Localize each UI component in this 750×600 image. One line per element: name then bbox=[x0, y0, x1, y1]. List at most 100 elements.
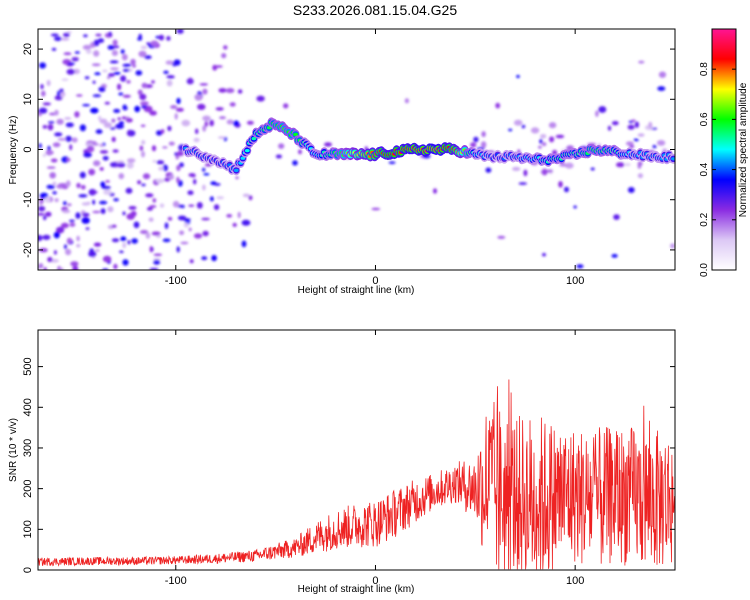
noise-blob bbox=[112, 39, 118, 46]
noise-blob bbox=[226, 119, 234, 125]
noise-blob bbox=[92, 80, 96, 84]
noise-blob bbox=[127, 158, 136, 163]
noise-blob bbox=[113, 45, 120, 49]
y-tick-label: -20 bbox=[22, 242, 34, 258]
x-tick-label: 0 bbox=[372, 575, 378, 587]
noise-blob bbox=[590, 167, 595, 171]
noise-blob bbox=[152, 160, 157, 163]
noise-blob bbox=[71, 57, 79, 62]
noise-blob bbox=[177, 150, 182, 156]
noise-blob bbox=[221, 53, 227, 59]
noise-blob bbox=[223, 45, 228, 50]
noise-blob bbox=[176, 97, 181, 105]
noise-blob bbox=[122, 106, 128, 111]
noise-blob bbox=[657, 86, 666, 91]
noise-blob bbox=[76, 182, 81, 189]
top-y-ticks: -20 -10 0 10 20 bbox=[22, 43, 675, 258]
noise-blob bbox=[126, 80, 131, 84]
noise-blob bbox=[616, 162, 625, 168]
noise-blob bbox=[92, 210, 101, 214]
noise-blob bbox=[52, 191, 57, 195]
x-tick-label: 100 bbox=[566, 275, 584, 287]
noise-blob bbox=[530, 127, 540, 134]
noise-blob bbox=[102, 69, 108, 73]
noise-blob bbox=[39, 62, 46, 69]
noise-blob bbox=[212, 64, 218, 71]
noise-blob bbox=[558, 181, 563, 188]
noise-blob bbox=[548, 122, 557, 129]
noise-blob bbox=[181, 119, 191, 127]
noise-blob bbox=[637, 133, 645, 137]
noise-blob bbox=[59, 88, 64, 93]
noise-blob bbox=[82, 212, 90, 217]
noise-blob bbox=[480, 141, 487, 149]
noise-blob bbox=[38, 143, 42, 149]
noise-blob bbox=[211, 255, 217, 262]
ridge-core bbox=[244, 149, 250, 153]
noise-blob bbox=[156, 130, 163, 136]
noise-blob bbox=[43, 215, 47, 221]
noise-blob bbox=[197, 103, 206, 110]
noise-blob bbox=[99, 118, 108, 124]
noise-blob bbox=[44, 196, 51, 203]
noise-blob bbox=[203, 173, 210, 176]
noise-blob bbox=[113, 263, 118, 270]
noise-blob bbox=[229, 102, 236, 107]
noise-blob bbox=[45, 150, 54, 156]
noise-blob bbox=[155, 235, 162, 238]
top-y-axis-label: Frequency (Hz) bbox=[8, 116, 19, 185]
ridge-core bbox=[251, 137, 257, 141]
noise-blob bbox=[111, 136, 116, 143]
noise-blob bbox=[201, 256, 208, 261]
noise-blob bbox=[42, 234, 51, 240]
noise-blob bbox=[216, 196, 224, 200]
noise-blob bbox=[149, 267, 159, 270]
noise-blob bbox=[152, 198, 157, 203]
noise-blob bbox=[153, 253, 163, 257]
noise-blob bbox=[508, 128, 513, 132]
noise-blob bbox=[102, 255, 112, 263]
noise-blob bbox=[82, 44, 92, 50]
noise-blob bbox=[144, 55, 152, 60]
ridge-core bbox=[671, 157, 675, 161]
noise-blob bbox=[115, 123, 124, 129]
noise-blob bbox=[79, 171, 86, 179]
noise-blob bbox=[103, 189, 112, 195]
noise-blob bbox=[195, 128, 199, 135]
noise-blob bbox=[140, 101, 149, 106]
noise-blob bbox=[470, 142, 477, 148]
noise-blob bbox=[565, 162, 574, 169]
noise-blob bbox=[539, 138, 543, 144]
noise-blob bbox=[473, 136, 479, 143]
noise-blob bbox=[656, 140, 666, 146]
noise-blob bbox=[85, 142, 94, 147]
noise-blob bbox=[523, 169, 528, 177]
noise-blob bbox=[146, 207, 153, 211]
noise-blob bbox=[56, 118, 64, 125]
noise-blob bbox=[162, 164, 168, 172]
snr-panel: -100 0 100 0 100 200 300 400 500 Height of stra… bbox=[8, 329, 676, 595]
noise-blob bbox=[92, 94, 102, 98]
noise-blob bbox=[106, 76, 111, 79]
noise-blob bbox=[634, 121, 640, 128]
noise-blob bbox=[121, 116, 127, 120]
noise-blob bbox=[50, 33, 59, 37]
noise-blob bbox=[176, 246, 180, 253]
noise-blob bbox=[81, 185, 86, 190]
noise-blob bbox=[65, 135, 72, 142]
colorbar-ticks: 0.0 0.2 0.4 0.6 0.8 bbox=[699, 62, 736, 277]
noise-blob bbox=[63, 52, 72, 56]
noise-blob bbox=[58, 267, 64, 270]
noise-blob bbox=[193, 137, 200, 143]
noise-blob bbox=[637, 173, 644, 179]
noise-blob bbox=[54, 132, 63, 137]
noise-blob bbox=[46, 166, 56, 169]
noise-blob bbox=[163, 70, 169, 75]
noise-blob bbox=[141, 82, 148, 89]
noise-blob bbox=[613, 214, 620, 220]
noise-blob bbox=[137, 89, 143, 96]
y-tick-label: 0 bbox=[22, 146, 34, 152]
noise-blob bbox=[516, 75, 520, 78]
noise-blob bbox=[107, 206, 114, 213]
